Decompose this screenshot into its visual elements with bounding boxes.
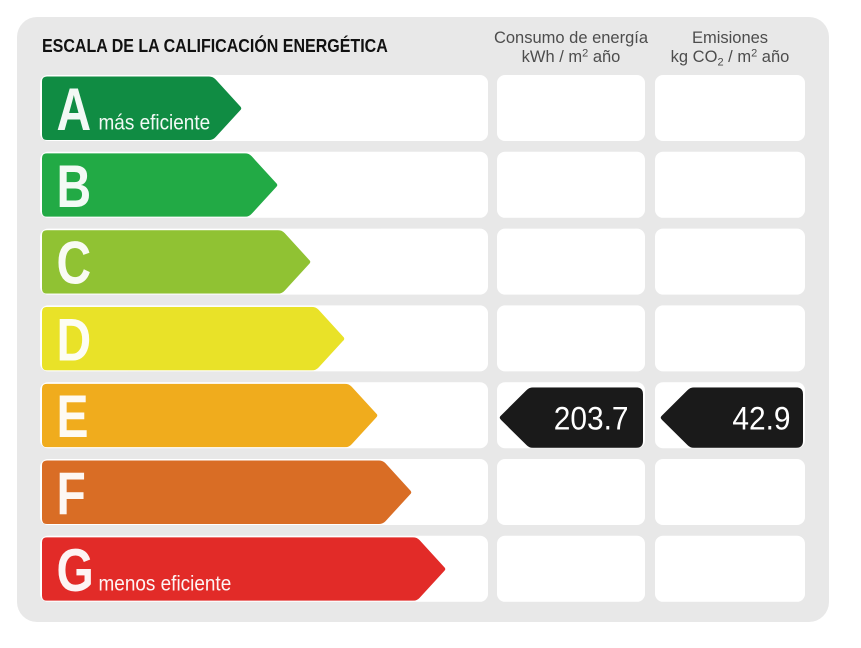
svg-text:F: F: [57, 460, 86, 527]
svg-text:kWh / m2 año: kWh / m2 año: [522, 48, 621, 67]
svg-text:G: G: [57, 537, 94, 604]
svg-text:42.9: 42.9: [732, 400, 790, 436]
svg-text:Consumo de energía: Consumo de energía: [494, 29, 649, 47]
svg-text:más eficiente: más eficiente: [99, 112, 211, 135]
svg-text:A: A: [57, 76, 92, 143]
svg-text:203.7: 203.7: [554, 400, 629, 436]
svg-text:C: C: [57, 229, 92, 296]
svg-text:B: B: [57, 153, 92, 220]
svg-text:menos eficiente: menos eficiente: [99, 572, 232, 595]
svg-text:E: E: [57, 383, 89, 450]
svg-text:D: D: [57, 306, 92, 373]
svg-text:kg CO2 / m2 año: kg CO2 / m2 año: [671, 48, 790, 69]
svg-text:Emisiones: Emisiones: [692, 29, 768, 47]
svg-text:ESCALA DE LA CALIFICACIÓN ENER: ESCALA DE LA CALIFICACIÓN ENERGÉTICA: [42, 35, 388, 56]
